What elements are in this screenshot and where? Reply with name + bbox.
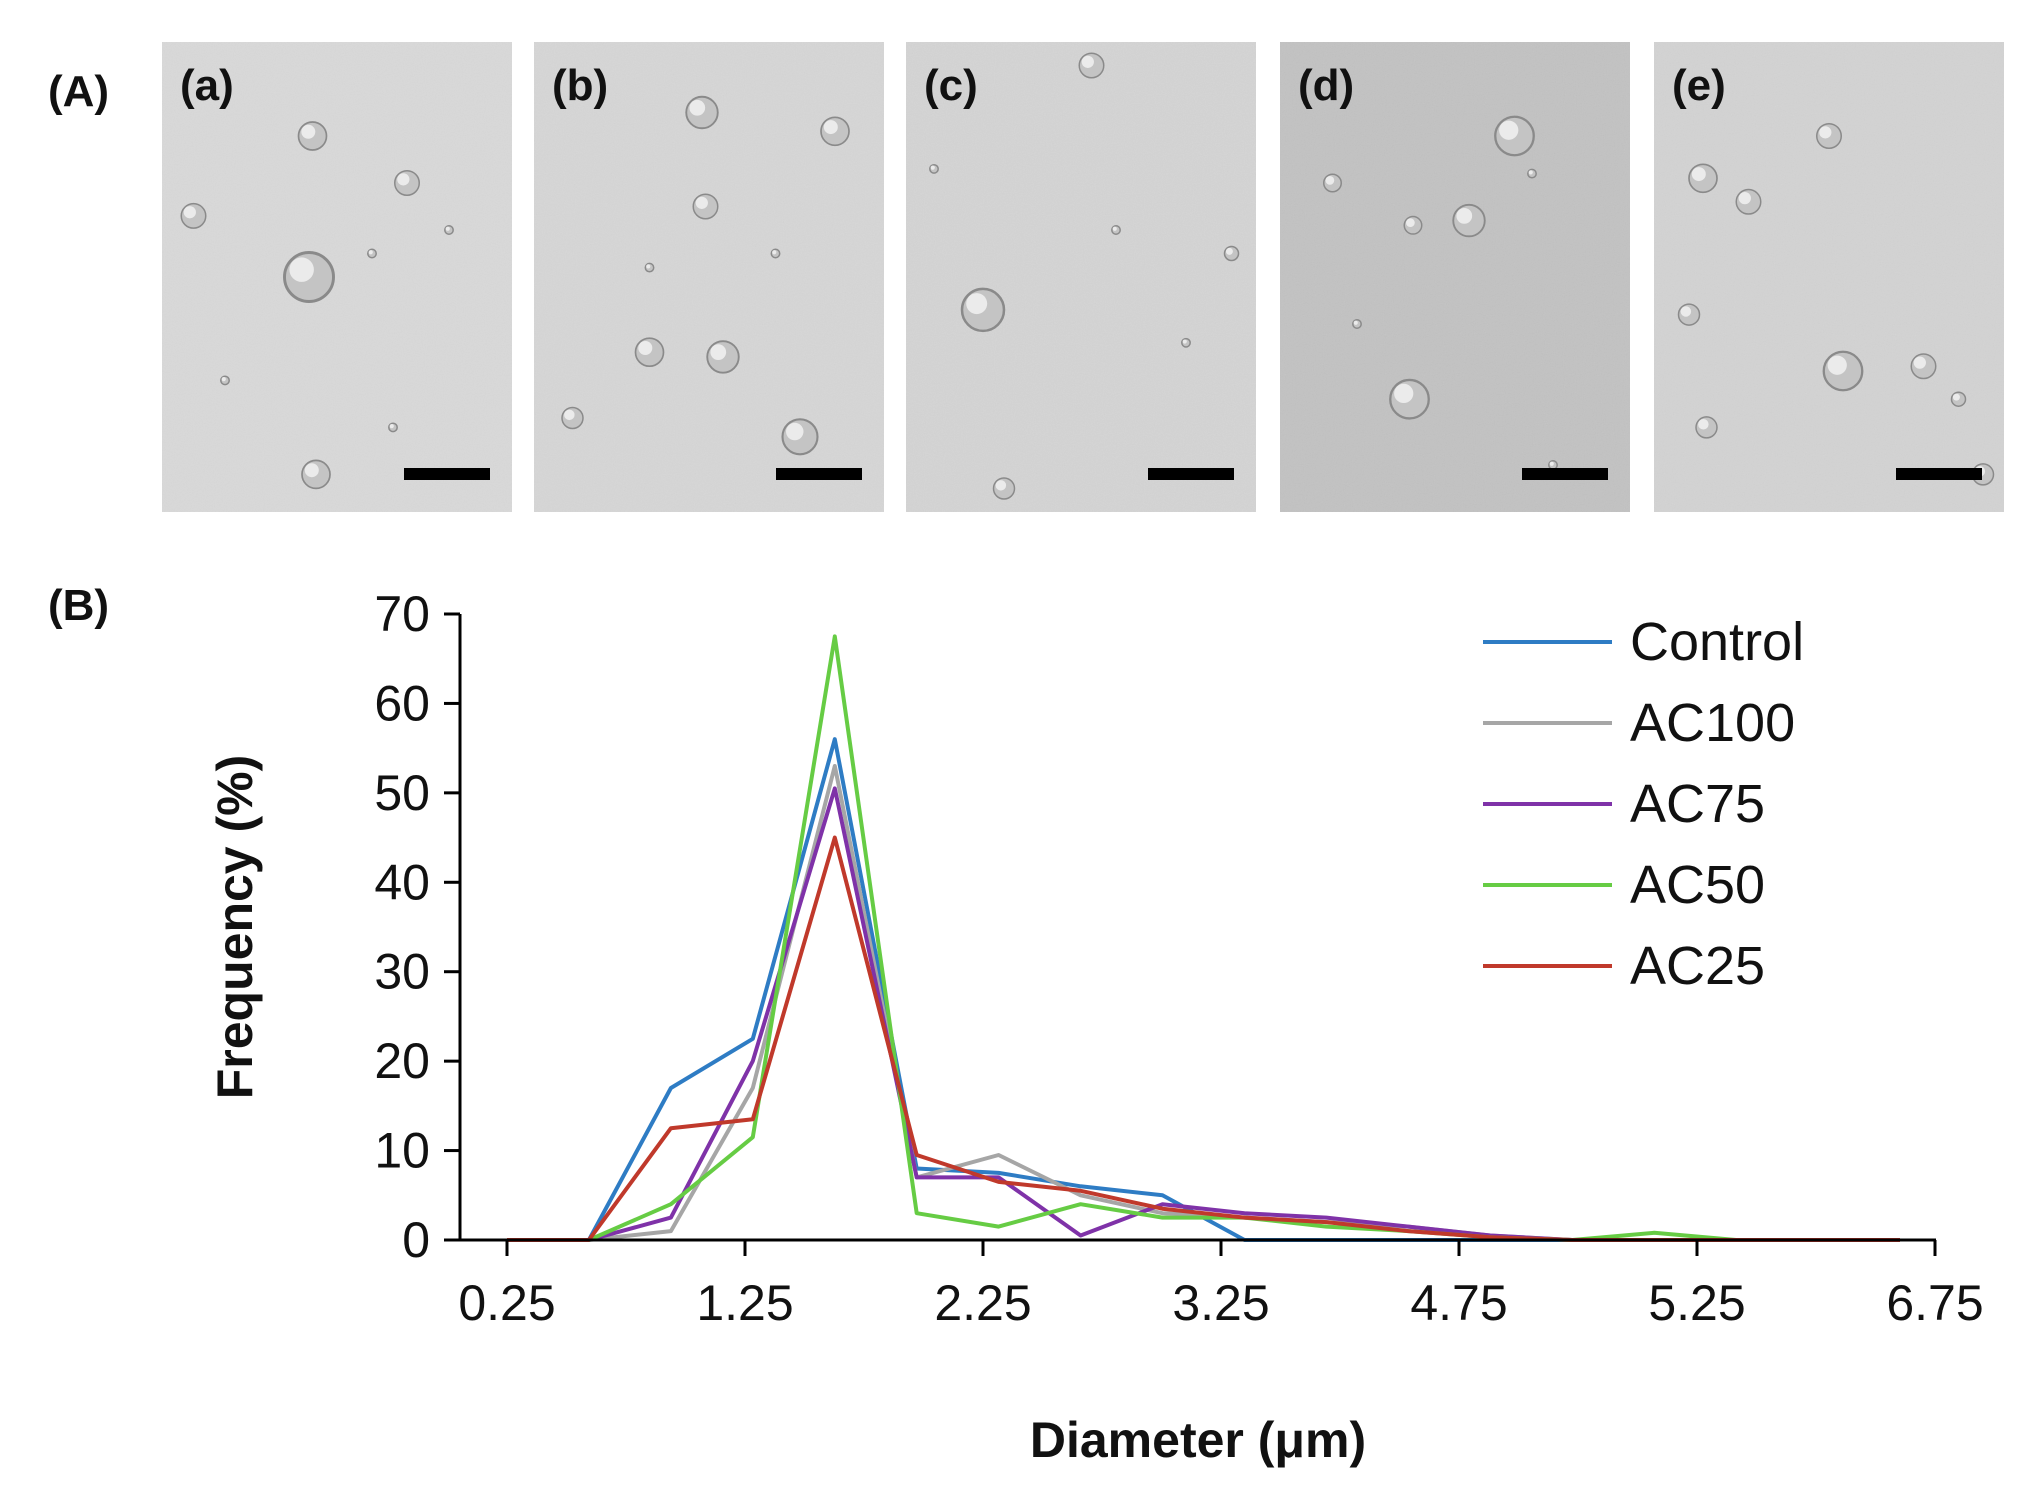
micrograph-4: (d) (1280, 42, 1630, 512)
scale-bar (776, 468, 862, 480)
micrograph-row: (a) (b) (c) (d) (e) (162, 42, 2004, 512)
droplet-highlight (1819, 126, 1832, 139)
droplet-highlight (1081, 55, 1094, 68)
droplet-highlight (1182, 339, 1187, 344)
panel-a-label: (A) (48, 67, 109, 116)
droplet-highlight (564, 409, 575, 421)
legend-label: AC25 (1630, 936, 1765, 996)
droplet-highlight (823, 120, 838, 135)
droplet-highlight (695, 196, 708, 209)
droplet-highlight (1913, 356, 1926, 369)
y-tick-label: 0 (402, 1212, 430, 1268)
droplet-highlight (397, 173, 410, 186)
droplet-highlight (1528, 170, 1533, 175)
scale-bar (1522, 468, 1608, 480)
y-tick-label: 60 (374, 675, 430, 731)
micrograph-label: (a) (180, 61, 234, 110)
droplet-highlight (1406, 218, 1415, 228)
legend-label: AC50 (1630, 855, 1765, 915)
droplet-highlight (368, 250, 373, 255)
legend-label: Control (1630, 612, 1804, 672)
x-tick-label: 4.75 (1410, 1275, 1507, 1331)
x-tick-label: 0.25 (458, 1275, 555, 1331)
micrograph-2: (b) (534, 42, 884, 512)
droplet-highlight (221, 377, 226, 382)
y-tick-label: 40 (374, 854, 430, 910)
panel-b-label: (B) (48, 581, 109, 630)
x-tick-label: 2.25 (934, 1275, 1031, 1331)
micrograph-3: (c) (906, 42, 1256, 512)
x-tick-label: 6.75 (1886, 1275, 1983, 1331)
x-tick-label: 5.25 (1648, 1275, 1745, 1331)
micrograph-5: (e) (1654, 42, 2004, 512)
droplet-highlight (1394, 383, 1414, 404)
droplet-highlight (1827, 355, 1847, 375)
droplet-highlight (445, 226, 450, 231)
micrograph-label: (c) (924, 61, 978, 110)
scale-bar (404, 468, 490, 480)
y-tick-label: 30 (374, 944, 430, 1000)
y-tick-label: 50 (374, 765, 430, 821)
micrograph-background (906, 42, 1256, 512)
scale-bar (1148, 468, 1234, 480)
droplet-highlight (1691, 167, 1706, 182)
droplet-highlight (183, 206, 196, 219)
droplet-highlight (289, 257, 314, 282)
droplet-highlight (710, 344, 727, 361)
y-axis-label: Frequency (%) (207, 755, 263, 1100)
x-tick-label: 3.25 (1172, 1275, 1269, 1331)
droplet-highlight (966, 293, 988, 315)
droplet-highlight (1225, 247, 1233, 255)
droplet-highlight (1952, 393, 1960, 401)
droplet-highlight (646, 264, 651, 269)
droplet-highlight (1325, 176, 1335, 185)
droplet-highlight (389, 424, 394, 429)
droplet-highlight (1549, 461, 1554, 466)
micrograph-1: (a) (162, 42, 512, 512)
y-tick-label: 70 (374, 586, 430, 642)
droplet-highlight (301, 124, 316, 139)
series-line-ac50 (507, 634, 1900, 1242)
x-ticks: 0.25 1.25 2.25 3.25 4.75 5.25 6.75 (458, 1240, 1984, 1331)
micrograph-label: (b) (552, 61, 608, 110)
legend: Control AC100 AC75 AC50 AC25 (1483, 612, 1804, 996)
droplet-highlight (1680, 306, 1692, 317)
droplet-highlight (1112, 226, 1117, 231)
micrograph-background (1280, 42, 1630, 512)
y-tick-label: 10 (374, 1123, 430, 1179)
micrograph-background (162, 42, 512, 512)
frequency-chart: 0 10 20 30 40 50 60 70 0.25 1.25 2.25 3.25 4.75 5.25… (207, 586, 1984, 1468)
legend-label: AC100 (1630, 693, 1795, 753)
scale-bar (1896, 468, 1982, 480)
legend-label: AC75 (1630, 774, 1765, 834)
droplet-highlight (1499, 120, 1519, 140)
x-tick-label: 1.25 (696, 1275, 793, 1331)
micrograph-background (1654, 42, 2004, 512)
droplet-highlight (786, 422, 804, 441)
droplet-highlight (930, 165, 935, 170)
droplet-highlight (638, 341, 653, 355)
droplet-highlight (1456, 208, 1473, 224)
micrograph-label: (e) (1672, 61, 1726, 110)
droplet-highlight (1353, 320, 1358, 325)
droplet-highlight (772, 250, 777, 255)
droplet-highlight (689, 99, 706, 116)
droplet-highlight (1698, 419, 1709, 430)
x-axis-label: Diameter (μm) (1030, 1412, 1366, 1468)
y-tick-label: 20 (374, 1033, 430, 1089)
droplet-highlight (995, 480, 1007, 491)
y-ticks: 0 10 20 30 40 50 60 70 (374, 586, 460, 1268)
micrograph-label: (d) (1298, 61, 1354, 110)
droplet-highlight (304, 463, 319, 478)
droplet-highlight (1738, 192, 1751, 205)
